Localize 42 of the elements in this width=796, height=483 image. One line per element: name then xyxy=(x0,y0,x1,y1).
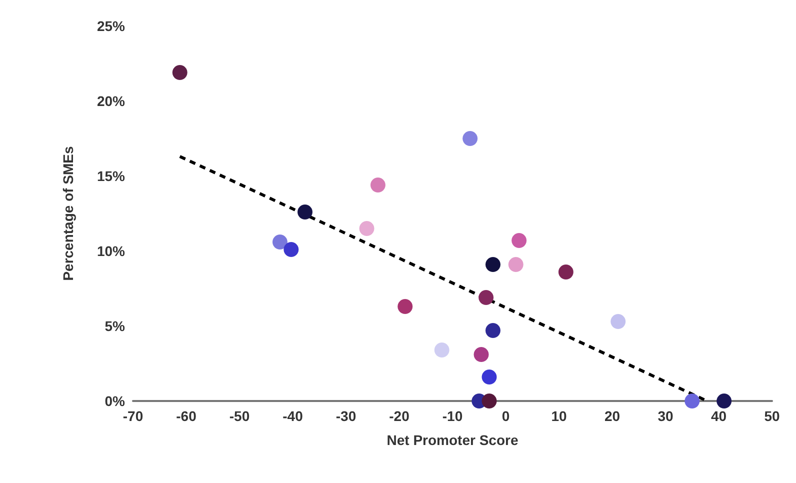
x-tick-label: 40 xyxy=(710,408,727,424)
point xyxy=(482,394,497,408)
point xyxy=(482,370,497,384)
y-tick-label: 25% xyxy=(96,18,126,34)
point xyxy=(434,342,450,358)
point xyxy=(684,394,700,408)
y-tick-label: 10% xyxy=(96,243,126,259)
x-tick-label: -50 xyxy=(229,408,250,424)
y-tick-label: 5% xyxy=(104,318,126,334)
point xyxy=(462,131,478,146)
x-tick-label: 30 xyxy=(658,408,674,424)
point xyxy=(508,257,524,272)
point xyxy=(370,178,386,192)
point xyxy=(398,299,413,314)
y-tick-label: 0% xyxy=(104,393,126,409)
x-tick-label: 50 xyxy=(764,408,780,424)
x-tick-label: -60 xyxy=(176,408,197,424)
x-tick-label: 20 xyxy=(604,408,620,424)
x-tick-label: -10 xyxy=(442,408,463,424)
point xyxy=(716,394,732,408)
point xyxy=(474,347,489,362)
x-tick-label: -40 xyxy=(282,408,304,424)
y-tick-label: 20% xyxy=(96,93,126,109)
point xyxy=(298,204,312,220)
point xyxy=(485,257,500,272)
x-tick-label: -30 xyxy=(336,408,356,424)
x-tick-label: -70 xyxy=(122,408,144,424)
x-tick-label: 0 xyxy=(502,408,510,424)
x-axis-title: Net Promoter Score xyxy=(386,432,518,448)
point xyxy=(485,323,500,338)
point xyxy=(284,242,299,257)
point xyxy=(359,221,374,236)
point xyxy=(610,314,626,329)
y-axis-title: Percentage of SMEs xyxy=(60,146,76,281)
y-tick-label: 15% xyxy=(96,168,126,184)
point xyxy=(558,264,574,280)
point xyxy=(512,233,527,248)
point xyxy=(478,290,494,305)
point xyxy=(272,234,288,250)
point xyxy=(172,65,188,80)
x-tick-label: 10 xyxy=(551,408,567,424)
x-tick-label: -20 xyxy=(389,408,410,424)
